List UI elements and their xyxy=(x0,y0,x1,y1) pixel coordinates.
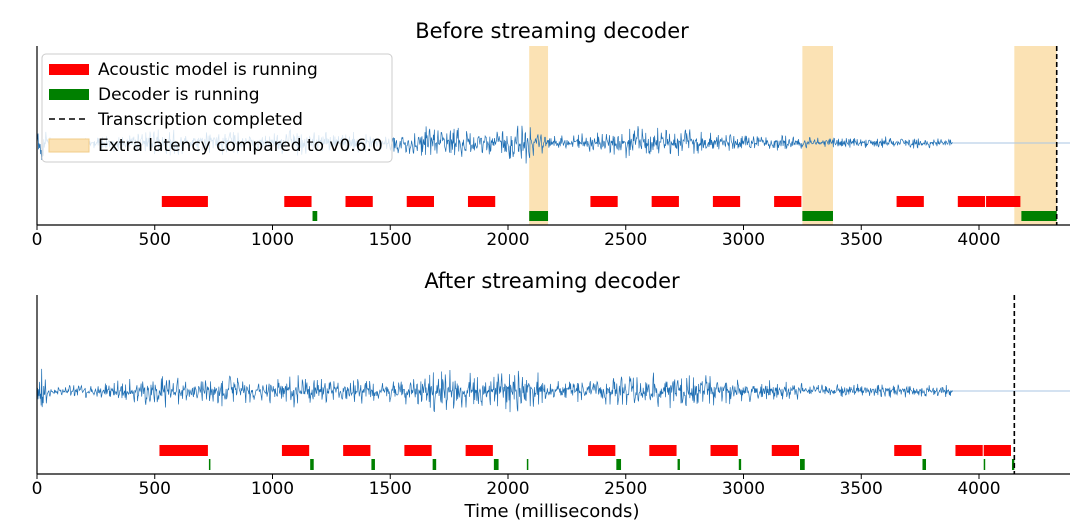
x-tick-label: 500 xyxy=(139,479,171,499)
acoustic-bar xyxy=(159,445,208,456)
acoustic-bar xyxy=(955,445,983,456)
x-tick-label: 4000 xyxy=(957,230,1000,250)
x-tick-label: 500 xyxy=(139,230,171,250)
decoder-bar xyxy=(802,211,833,221)
acoustic-bar xyxy=(465,445,493,456)
acoustic-bar xyxy=(343,445,371,456)
decoder-bar xyxy=(432,459,437,470)
legend-swatch-decoder xyxy=(49,89,89,100)
decoder-bar xyxy=(208,459,211,470)
acoustic-bar xyxy=(281,445,310,456)
legend-swatch-latency xyxy=(48,138,90,153)
acoustic-bar xyxy=(710,445,738,456)
decoder-bar xyxy=(800,459,805,470)
acoustic-bar xyxy=(161,196,208,207)
waveform xyxy=(36,368,1070,413)
interval-bars xyxy=(159,445,1015,470)
interval-bars xyxy=(161,196,1057,221)
acoustic-bar xyxy=(896,196,924,207)
acoustic-bar xyxy=(404,445,432,456)
waveform-trace xyxy=(36,368,954,413)
x-tick-label: 2000 xyxy=(486,479,529,499)
legend-frame xyxy=(41,53,393,163)
panel-before: 0 500 1000 1500 2000 2500 3000 3500 4000 Before … xyxy=(32,19,1070,250)
decoder-bar xyxy=(1021,211,1057,221)
acoustic-bar xyxy=(467,196,496,207)
x-tick-label: 3000 xyxy=(722,479,765,499)
latency-regions xyxy=(529,46,1057,225)
decoder-bar xyxy=(738,459,742,470)
legend-label-acoustic: Acoustic model is running xyxy=(98,60,318,80)
acoustic-bar xyxy=(774,196,802,207)
x-ticks: 0 500 1000 1500 2000 2500 3000 3500 4000 xyxy=(32,225,1001,250)
x-tick-label: 3000 xyxy=(722,230,765,250)
acoustic-bar xyxy=(651,196,679,207)
decoder-bar xyxy=(983,459,986,470)
latency-region xyxy=(529,46,549,225)
chart-title: Before streaming decoder xyxy=(415,19,689,43)
acoustic-bar xyxy=(590,196,618,207)
chart-title: After streaming decoder xyxy=(424,269,680,293)
x-tick-label: 2000 xyxy=(486,230,529,250)
decoder-bar xyxy=(616,459,622,470)
decoder-bar xyxy=(922,459,927,470)
x-ticks: 0 500 1000 1500 2000 2500 3000 3500 4000 xyxy=(32,474,1001,499)
legend-swatch-acoustic xyxy=(49,64,89,75)
x-tick-label: 1000 xyxy=(251,479,294,499)
x-tick-label: 2500 xyxy=(604,479,647,499)
acoustic-bar xyxy=(588,445,616,456)
x-tick-label: 2500 xyxy=(604,230,647,250)
decoder-bar xyxy=(1011,459,1015,470)
x-tick-label: 0 xyxy=(32,479,43,499)
acoustic-bar xyxy=(957,196,986,207)
acoustic-bar xyxy=(649,445,677,456)
x-tick-label: 1500 xyxy=(369,479,412,499)
legend-label-decoder: Decoder is running xyxy=(98,85,260,105)
acoustic-bar xyxy=(712,196,741,207)
panel-after: 0 500 1000 1500 2000 2500 3000 3500 4000 After s… xyxy=(32,269,1070,522)
x-tick-label: 3500 xyxy=(840,479,883,499)
x-tick-label: 1000 xyxy=(251,230,294,250)
acoustic-bar xyxy=(345,196,373,207)
decoder-bar xyxy=(526,459,529,470)
acoustic-bar xyxy=(284,196,312,207)
decoder-bar xyxy=(677,459,680,470)
decoder-bar xyxy=(493,459,499,470)
acoustic-bar xyxy=(983,445,1011,456)
decoder-bar xyxy=(371,459,375,470)
legend-label-latency: Extra latency compared to v0.6.0 xyxy=(98,136,383,156)
decoder-bar xyxy=(310,459,314,470)
latency-region xyxy=(802,46,833,225)
legend: Acoustic model is running Decoder is run… xyxy=(41,53,393,163)
x-tick-label: 0 xyxy=(32,230,43,250)
x-tick-label: 3500 xyxy=(840,230,883,250)
latency-region xyxy=(1014,46,1057,225)
acoustic-bar xyxy=(894,445,922,456)
acoustic-bar xyxy=(986,196,1021,207)
acoustic-bar xyxy=(406,196,434,207)
decoder-bar xyxy=(312,211,318,221)
x-tick-label: 1500 xyxy=(369,230,412,250)
legend-label-completed: Transcription completed xyxy=(97,110,303,130)
acoustic-bar xyxy=(771,445,800,456)
x-axis-label: Time (milliseconds) xyxy=(464,501,640,522)
decoder-bar xyxy=(529,211,549,221)
x-tick-label: 4000 xyxy=(957,479,1000,499)
